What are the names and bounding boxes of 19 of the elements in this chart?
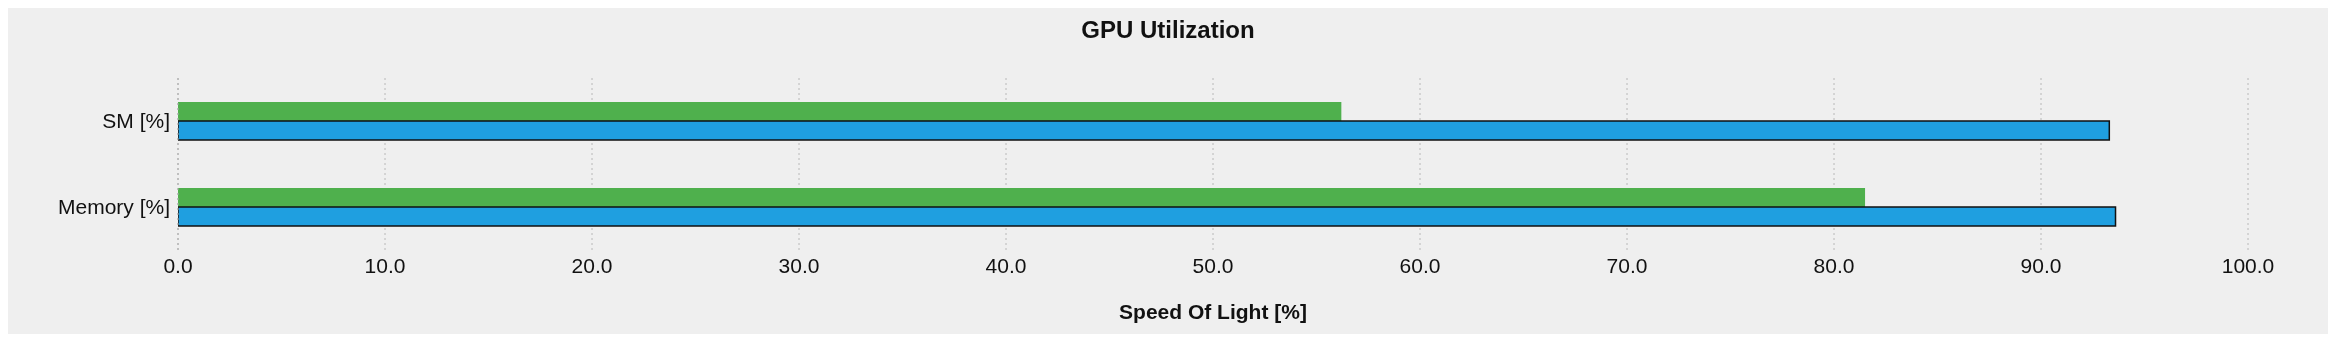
x-tick-label: 0.0	[163, 253, 193, 277]
x-tick-label: 90.0	[2020, 253, 2062, 277]
x-tick-label: 60.0	[1399, 253, 1441, 277]
x-tick-label: 10.0	[364, 253, 406, 277]
bar	[178, 188, 1866, 207]
x-tick-label: 70.0	[1606, 253, 1648, 277]
x-tick-label: 80.0	[1813, 253, 1855, 277]
bar	[178, 102, 1342, 121]
x-tick-label: 100.0	[2221, 253, 2275, 277]
x-tick-label: 50.0	[1192, 253, 1234, 277]
bar	[178, 206, 2117, 227]
chart-title: GPU Utilization	[1080, 15, 1256, 45]
x-tick-label: 20.0	[571, 253, 613, 277]
x-tick-label: 40.0	[985, 253, 1027, 277]
bar	[178, 120, 2111, 141]
x-tick-label: 30.0	[778, 253, 820, 277]
y-tick-label: SM [%]	[102, 109, 170, 133]
y-tick-label: Memory [%]	[57, 195, 170, 219]
x-axis-title: Speed Of Light [%]	[1118, 300, 1308, 324]
